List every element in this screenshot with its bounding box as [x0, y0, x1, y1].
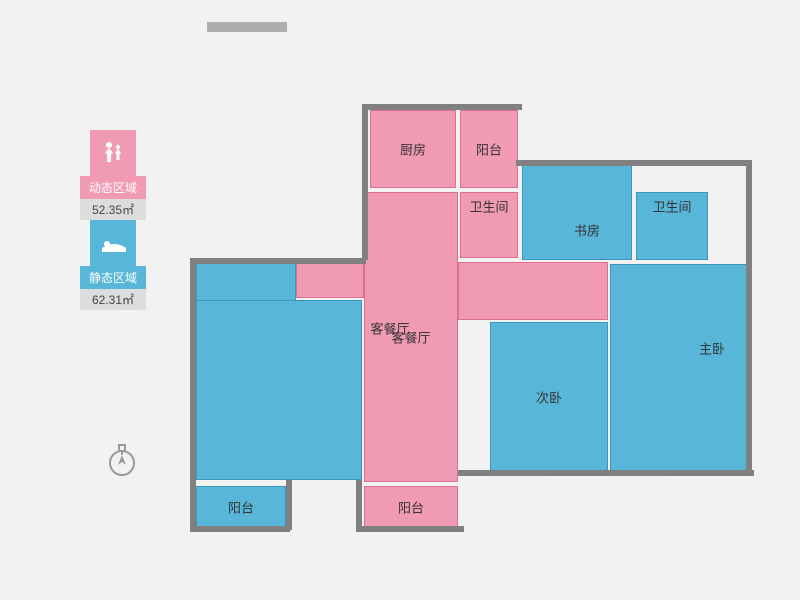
- wall-1: [516, 160, 752, 166]
- wall-6: [190, 526, 290, 532]
- room-bathroom-1: [460, 192, 518, 258]
- legend-static: 静态区域 62.31㎡: [80, 220, 146, 310]
- wall-5: [190, 258, 196, 530]
- legend-static-value: 62.31㎡: [80, 289, 146, 310]
- legend-dynamic: 动态区域 52.35㎡: [80, 130, 146, 220]
- wall-8: [356, 526, 464, 532]
- wall-10: [286, 480, 292, 530]
- room-bedroom-mid: [490, 322, 608, 472]
- opening-marker-0: [492, 476, 546, 506]
- people-icon: [90, 130, 136, 176]
- room-balcony-left: [196, 486, 286, 528]
- room-living: [364, 192, 458, 482]
- top-bar: [207, 22, 287, 32]
- wall-2: [746, 160, 752, 474]
- legend-dynamic-title: 动态区域: [80, 176, 146, 199]
- sleep-icon: [90, 220, 136, 266]
- floorplan: 厨房阳台卫生间客餐厅阳台书房卫生间主卧次卧次卧阳台客餐厅: [196, 110, 756, 530]
- room-bedroom-right: [610, 264, 750, 472]
- room-corridor-left: [296, 262, 364, 298]
- room-kitchen: [370, 110, 456, 188]
- room-study: [522, 164, 632, 260]
- room-bathroom-2: [636, 192, 708, 260]
- legend-dynamic-value: 52.35㎡: [80, 199, 146, 220]
- room-bedroom-left-2: [196, 300, 362, 480]
- wall-0: [362, 104, 522, 110]
- room-balcony-top: [460, 110, 518, 188]
- wall-3: [362, 104, 368, 260]
- room-living-ext: [458, 262, 608, 320]
- wall-4: [190, 258, 366, 264]
- opening-marker-1: [612, 476, 666, 506]
- compass-icon: [104, 443, 140, 482]
- legend-static-title: 静态区域: [80, 266, 146, 289]
- wall-7: [356, 480, 362, 530]
- room-balcony-bottom: [364, 486, 458, 528]
